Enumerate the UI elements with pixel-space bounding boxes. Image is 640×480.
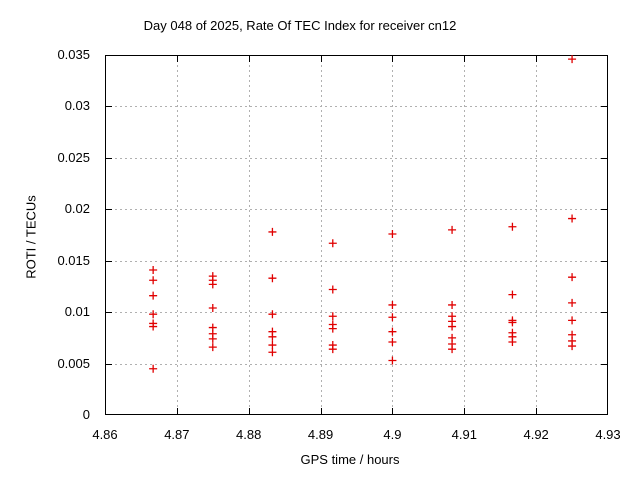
data-point-marker [508, 222, 517, 231]
data-point-marker [568, 342, 577, 351]
x-tick-label: 4.93 [595, 427, 621, 442]
x-axis-label: GPS time / hours [300, 452, 400, 467]
data-point-marker [388, 327, 397, 336]
data-point-marker [388, 356, 397, 365]
data-point-marker [388, 313, 397, 322]
data-point-marker [328, 324, 337, 333]
data-point-marker [448, 322, 457, 331]
plot-canvas [105, 55, 608, 415]
y-tick-label: 0.025 [57, 149, 90, 165]
data-point-marker [268, 274, 277, 283]
data-point-marker [448, 300, 457, 309]
data-point-marker [268, 332, 277, 341]
y-tick-label: 0.035 [57, 47, 90, 62]
data-point-marker [268, 227, 277, 236]
x-tick-label: 4.89 [307, 427, 334, 442]
data-point-marker [328, 239, 337, 248]
data-point-marker [508, 290, 517, 299]
x-tick-label: 4.91 [451, 427, 477, 442]
data-point-marker [268, 310, 277, 319]
data-point-marker [149, 276, 158, 285]
data-point-marker [208, 304, 217, 313]
x-tick-label: 4.9 [383, 427, 402, 442]
data-point-marker [149, 310, 158, 319]
data-point-marker [208, 280, 217, 289]
chart-title: Day 048 of 2025, Rate Of TEC Index for r… [143, 18, 457, 33]
plot-area [105, 55, 608, 415]
y-tick-label: 0 [82, 407, 90, 422]
data-point-marker [328, 312, 337, 321]
data-point-marker [568, 214, 577, 223]
data-point-marker [149, 364, 158, 373]
data-point-marker [388, 300, 397, 309]
y-tick-label: 0.02 [64, 201, 90, 217]
data-point-marker [149, 291, 158, 300]
data-point-marker [328, 345, 337, 354]
data-point-marker [568, 298, 577, 307]
data-point-marker [268, 348, 277, 357]
y-tick-label: 0.005 [57, 355, 90, 371]
x-tick-label: 4.87 [164, 427, 190, 442]
y-axis-label: ROTI / TECUs [23, 195, 39, 279]
data-point-marker [568, 273, 577, 282]
data-point-marker [568, 316, 577, 325]
data-point-marker [208, 343, 217, 352]
y-tick-label: 0.03 [64, 98, 90, 114]
data-point-marker [508, 337, 517, 346]
x-tick-label: 4.92 [523, 427, 549, 442]
x-tick-label: 4.88 [236, 427, 262, 442]
x-tick-label: 4.86 [92, 427, 118, 442]
data-point-marker [268, 341, 277, 350]
data-point-marker [508, 318, 517, 327]
y-tick-label: 0.015 [57, 252, 90, 268]
data-point-marker [568, 55, 577, 64]
plot-frame [105, 55, 608, 415]
data-point-marker [388, 229, 397, 238]
data-point-marker [448, 345, 457, 354]
y-tick-label: 0.01 [64, 304, 90, 320]
data-point-marker [208, 334, 217, 343]
data-point-marker [149, 322, 158, 331]
data-point-marker [448, 225, 457, 234]
data-point-marker [149, 265, 158, 274]
data-point-marker [328, 285, 337, 294]
data-point-marker [388, 337, 397, 346]
